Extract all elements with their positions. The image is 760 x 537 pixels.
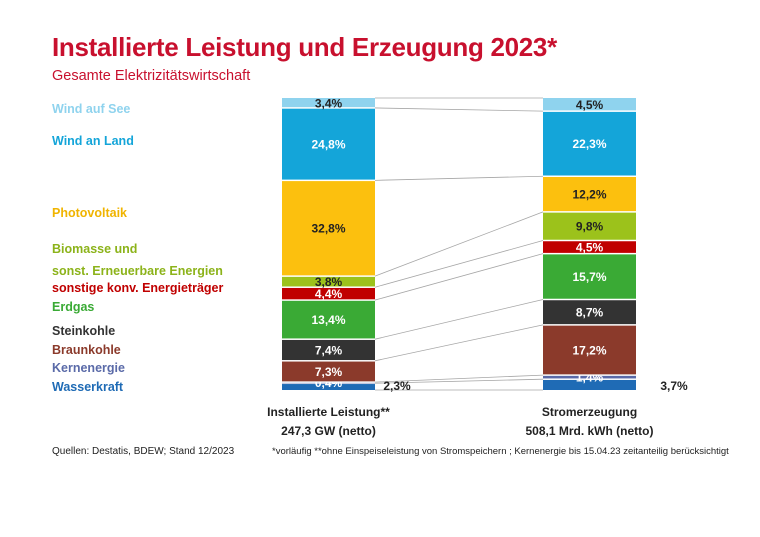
category-total: 508,1 Mrd. kWh (netto) <box>525 424 653 438</box>
bar-segment-wind-auf-see <box>543 98 636 111</box>
bar-segment-wasserkraft <box>282 384 375 390</box>
bar-segment-kernenergie <box>543 375 636 379</box>
bar-segment-photovoltaik <box>543 177 636 212</box>
connector-line <box>374 299 544 340</box>
bar-segment-sonstige-konv-energietr-ger <box>282 287 375 300</box>
bar-segment-steinkohle <box>543 300 636 325</box>
value-label-erdgas: 13,4% <box>311 313 345 327</box>
bar-segment-erdgas <box>543 254 636 299</box>
category-label: Installierte Leistung** <box>267 405 390 419</box>
connector-line <box>374 240 544 288</box>
value-label-biomasse-und-sonst-erneuerbare-energien: 9,8% <box>576 219 604 233</box>
legend-label-braunkohle: Braunkohle <box>52 343 121 357</box>
bar-segment-wasserkraft <box>543 379 636 390</box>
category-total: 247,3 GW (netto) <box>281 424 376 438</box>
legend-label-photovoltaik: Photovoltaik <box>52 206 127 220</box>
legend-label-sonstige-konv-energietr-ger: sonstige konv. Energieträger <box>52 281 223 295</box>
connector-line <box>374 253 544 301</box>
bar-segment-steinkohle <box>282 339 375 361</box>
bar-segment-kernenergie <box>282 382 375 384</box>
value-label-steinkohle: 7,4% <box>315 343 343 357</box>
connector-line <box>374 378 544 384</box>
bar-segment-sonstige-konv-energietr-ger <box>543 241 636 253</box>
legend-label-steinkohle: Steinkohle <box>52 324 115 338</box>
connector-line <box>374 324 544 362</box>
bar-segment-biomasse-und-sonst-erneuerbare-energien <box>543 212 636 240</box>
footnote: *vorläufig **ohne Einspeiseleistung von … <box>272 446 729 457</box>
category-label: Stromerzeugung <box>542 405 637 419</box>
value-label-wind-auf-see: 3,4% <box>315 96 343 110</box>
legend-label-kernenergie: Kernenergie <box>52 361 125 375</box>
bar-segment-braunkohle <box>282 361 375 382</box>
sources-note: Quellen: Destatis, BDEW; Stand 12/2023 <box>52 446 235 457</box>
legend-label-wind-auf-see: Wind auf See <box>52 102 130 116</box>
legend-label-biomasse-und-sonst-erneuerbare-energien: sonst. Erneuerbare Energien <box>52 264 223 278</box>
chart-subtitle: Gesamte Elektrizitätswirtschaft <box>52 68 251 84</box>
bar-segment-braunkohle <box>543 325 636 375</box>
value-label-wind-an-land: 24,8% <box>311 137 345 151</box>
bar-segment-wind-an-land <box>543 111 636 176</box>
value-label-sonstige-konv-energietr-ger: 4,5% <box>576 240 604 254</box>
legend-label-biomasse-und-sonst-erneuerbare-energien: Biomasse und <box>52 242 137 256</box>
connector-line <box>374 374 544 383</box>
value-label-biomasse-und-sonst-erneuerbare-energien: 3,8% <box>315 275 343 289</box>
connector-line <box>374 175 544 181</box>
value-label-wasserkraft: 2,3% <box>383 379 411 393</box>
value-label-photovoltaik: 32,8% <box>311 222 345 236</box>
bar-segment-biomasse-und-sonst-erneuerbare-energien <box>282 276 375 287</box>
value-label-braunkohle: 17,2% <box>572 343 606 357</box>
value-label-photovoltaik: 12,2% <box>572 187 606 201</box>
value-label-steinkohle: 8,7% <box>576 305 604 319</box>
value-label-erdgas: 15,7% <box>572 270 606 284</box>
connector-line <box>374 107 544 112</box>
legend-label-wasserkraft: Wasserkraft <box>52 380 124 394</box>
bar-segment-erdgas <box>282 300 375 339</box>
value-label-wasserkraft: 3,7% <box>660 379 688 393</box>
value-label-braunkohle: 7,3% <box>315 365 343 379</box>
bar-segment-wind-auf-see <box>282 98 375 108</box>
legend-label-wind-an-land: Wind an Land <box>52 134 134 148</box>
value-label-wind-auf-see: 4,5% <box>576 98 604 112</box>
legend-label-erdgas: Erdgas <box>52 300 94 314</box>
bar-segment-wind-an-land <box>282 108 375 180</box>
connector-line <box>374 211 544 277</box>
chart-title: Installierte Leistung und Erzeugung 2023… <box>52 32 557 62</box>
bar-segment-photovoltaik <box>282 181 375 276</box>
value-label-wind-an-land: 22,3% <box>572 137 606 151</box>
value-label-sonstige-konv-energietr-ger: 4,4% <box>315 287 343 301</box>
